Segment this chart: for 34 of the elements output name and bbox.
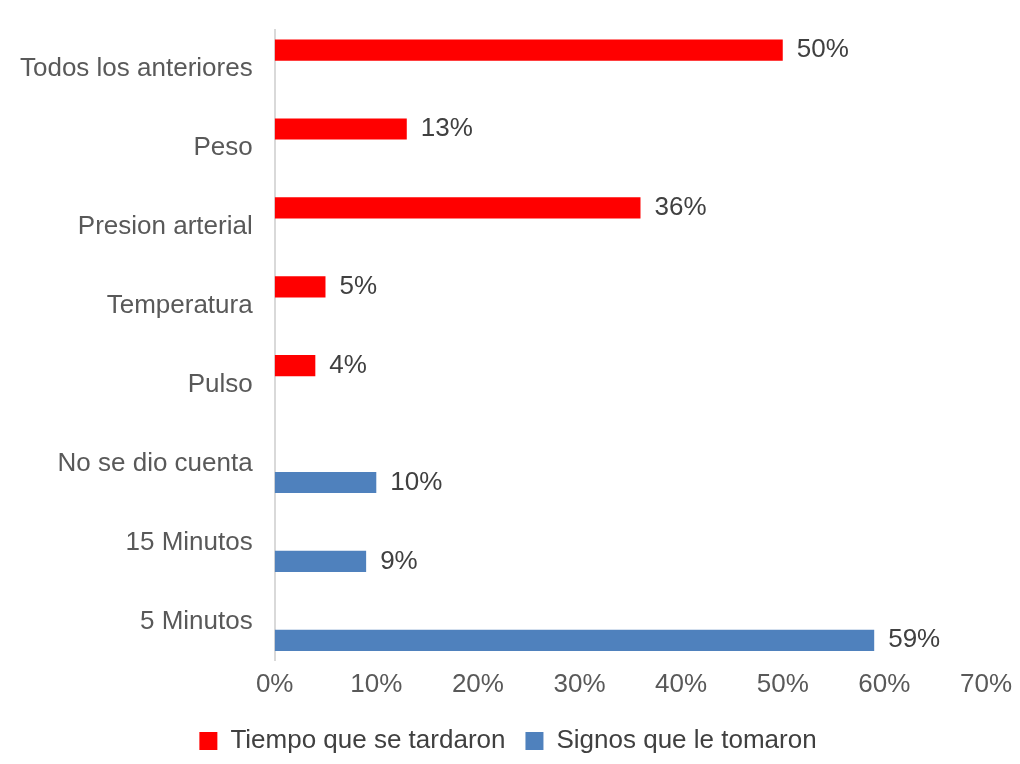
bar — [274, 39, 783, 61]
x-tick-label: 70% — [959, 667, 1012, 698]
x-tick-label: 30% — [553, 667, 606, 698]
legend-label: Signos que le tomaron — [556, 724, 817, 755]
bar — [274, 118, 407, 140]
x-tick-label: 40% — [655, 667, 708, 698]
data-label: 5% — [339, 269, 378, 300]
data-label: 4% — [329, 348, 367, 379]
x-tick-label: 0% — [255, 667, 294, 698]
legend-label: Tiempo que se tardaron — [230, 724, 506, 755]
bar — [274, 197, 641, 219]
y-tick-label: 5 Minutos — [139, 604, 253, 635]
data-label: 59% — [888, 623, 941, 654]
y-tick-label: Pulso — [187, 367, 253, 398]
y-tick-label: Presion arterial — [77, 210, 253, 241]
bar — [274, 629, 875, 651]
y-tick-label: Todos los anteriores — [19, 52, 253, 83]
data-label: 10% — [390, 465, 443, 496]
x-tick-label: 50% — [756, 667, 809, 698]
data-label: 36% — [654, 191, 707, 222]
y-tick-label: Temperatura — [106, 288, 254, 319]
y-tick-label: Peso — [193, 131, 253, 162]
y-tick-label: No se dio cuenta — [57, 446, 254, 477]
bar — [274, 550, 367, 572]
x-tick-label: 20% — [451, 667, 504, 698]
bar — [274, 276, 326, 298]
y-tick-label: 15 Minutos — [125, 525, 253, 556]
x-tick-label: 10% — [350, 667, 403, 698]
bar — [274, 355, 316, 377]
bar — [274, 471, 377, 494]
data-label: 13% — [420, 112, 473, 143]
data-label: 50% — [796, 33, 849, 64]
data-label: 9% — [380, 544, 418, 575]
x-tick-label: 60% — [858, 667, 911, 698]
